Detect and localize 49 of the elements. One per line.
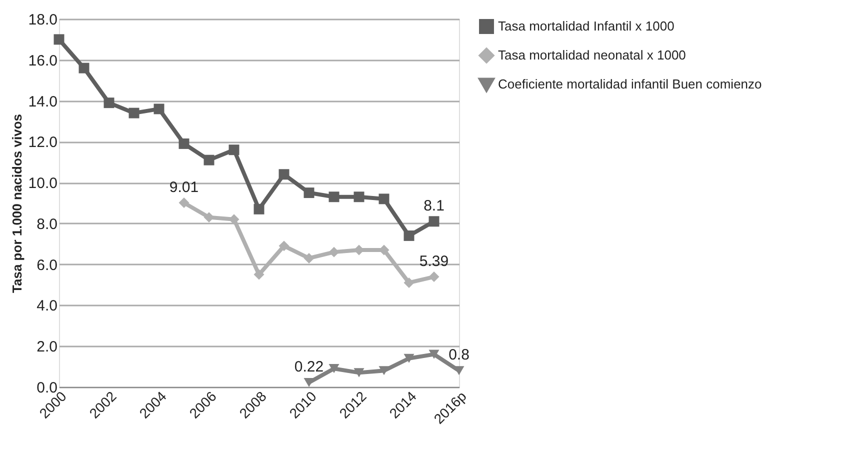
point <box>328 364 340 374</box>
point <box>428 216 440 227</box>
y-tick-label: 2.0 <box>36 338 58 356</box>
legend-label: Tasa mortalidad Infantil x 1000 <box>498 18 674 34</box>
point <box>278 240 290 252</box>
y-axis-title: Tasa por 1.000 nacidos vivos <box>9 114 24 293</box>
data-label: 0.22 <box>294 358 324 376</box>
point <box>404 230 414 241</box>
y-tick-label: 10.0 <box>28 175 58 192</box>
point <box>404 277 414 288</box>
point <box>354 368 364 378</box>
y-tick-label: 0.0 <box>36 380 58 396</box>
point <box>154 104 164 114</box>
point <box>304 252 314 264</box>
point <box>54 34 64 45</box>
y-tick-label: 18.0 <box>28 12 58 28</box>
y-tick-label: 4.0 <box>36 298 58 315</box>
data-label: 0.8 <box>448 346 470 364</box>
point <box>328 246 340 258</box>
point <box>428 272 440 282</box>
point <box>178 138 190 149</box>
point <box>378 194 390 204</box>
point <box>228 144 240 156</box>
point <box>254 204 264 214</box>
point <box>78 62 90 74</box>
point <box>428 350 440 359</box>
y-tick-label: 14.0 <box>28 93 58 110</box>
point <box>304 378 314 388</box>
data-label: 9.01 <box>169 178 199 196</box>
point <box>204 212 214 223</box>
point <box>304 188 314 198</box>
y-tick-label: 6.0 <box>36 256 58 274</box>
point <box>104 98 114 108</box>
data-label: 8.1 <box>424 197 444 214</box>
y-tick-label: 16.0 <box>28 52 58 70</box>
point <box>254 269 264 280</box>
y-tick-label: 8.0 <box>36 216 58 233</box>
point <box>378 366 390 376</box>
point <box>278 169 290 180</box>
point <box>404 354 414 363</box>
legend-label: Coeficiente mortalidad infantil Buen comienzo <box>498 76 762 92</box>
legend-label: Tasa mortalidad neonatal x 1000 <box>498 48 686 62</box>
data-label: 5.39 <box>419 252 449 270</box>
point <box>204 154 214 166</box>
point <box>328 192 340 202</box>
point <box>178 198 190 208</box>
point <box>128 108 140 118</box>
y-tick-label: 12.0 <box>28 134 58 152</box>
point <box>354 192 364 202</box>
